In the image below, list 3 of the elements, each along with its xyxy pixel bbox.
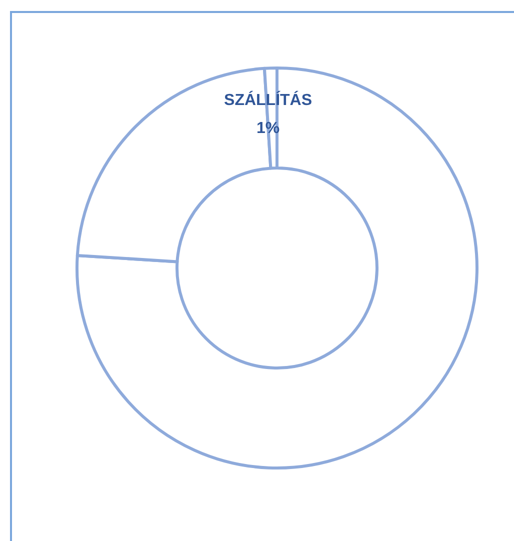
data-label: 1%: [256, 120, 280, 138]
slice-label: SZÁLLÍTÁS: [224, 90, 312, 110]
donut-slice: [76, 66, 478, 470]
